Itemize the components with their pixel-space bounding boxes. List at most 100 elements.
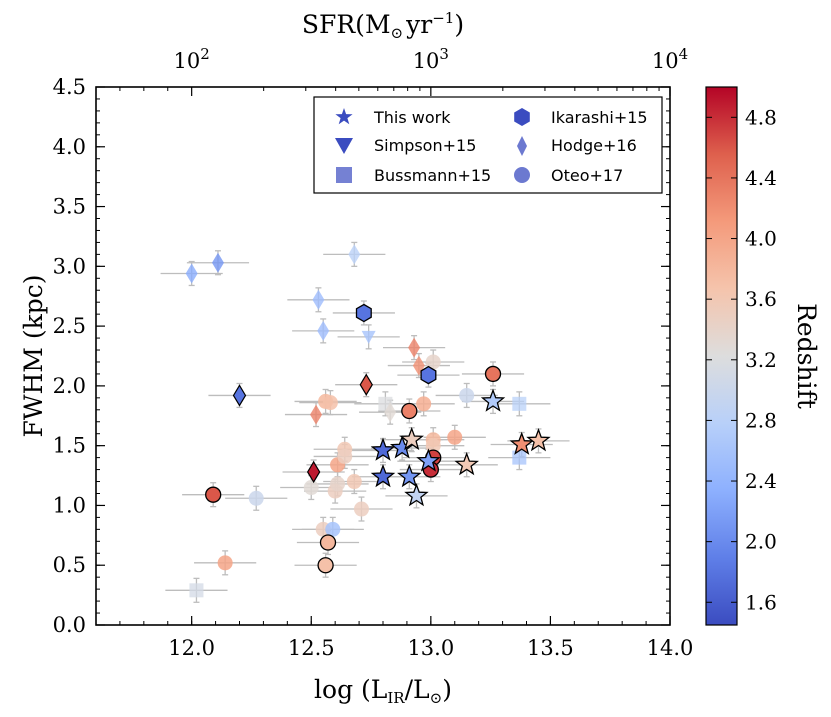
legend-marker-square — [336, 167, 352, 183]
legend: This work Simpson+15 Bussmann+15 Ikarash… — [313, 96, 663, 194]
marker-circle — [484, 365, 502, 383]
x-axis-title-sub2: ⊙ — [430, 689, 443, 707]
marker-circle — [325, 521, 341, 537]
x-tick-label: 13.5 — [527, 636, 574, 660]
top-axis-title-post: ) — [454, 10, 464, 39]
y-tick-label: 3.0 — [53, 254, 86, 278]
marker-circle — [205, 486, 222, 503]
marker-circle — [217, 555, 233, 571]
marker-star — [509, 431, 534, 455]
legend-label-hodge: Hodge+16 — [551, 136, 637, 155]
marker-square — [189, 583, 204, 598]
colorbar-tick-label: 4.8 — [745, 105, 777, 129]
top-axis-title: SFR(M⊙ yr−1) — [302, 9, 464, 42]
x-axis-title: log (LIR/L⊙) — [314, 675, 452, 707]
error-bars — [160, 241, 570, 603]
y-axis-title: FWHM (kpc) — [19, 274, 48, 437]
y-tick-label: 2.0 — [53, 374, 86, 398]
marker-star — [370, 463, 396, 488]
x-axis-title-pre: log (L — [314, 675, 387, 704]
colorbar-tick-label: 2.0 — [745, 530, 777, 554]
marker-diamond — [384, 402, 397, 423]
marker-diamond — [185, 263, 198, 284]
legend-marker-star — [335, 108, 353, 125]
marker-star — [480, 388, 506, 412]
colorbar-tick-label: 4.0 — [745, 227, 777, 251]
legend-marker-diamond — [517, 136, 527, 156]
marker-circle — [248, 490, 264, 506]
marker-diamond — [232, 384, 247, 407]
marker-star — [416, 448, 441, 472]
y-tick-label: 4.5 — [53, 75, 86, 99]
marker-circle — [319, 534, 337, 551]
marker-star — [397, 463, 422, 488]
y-tick-label: 1.0 — [53, 493, 86, 517]
marker-diamond — [317, 320, 330, 341]
top-axis: 102 103 104 — [95, 45, 688, 96]
colorbar: 1.6 2.0 2.4 2.8 3.2 3.6 4.0 4.4 4.8 Redshift — [705, 86, 821, 626]
marker-diamond — [312, 289, 325, 310]
marker-star — [526, 428, 551, 452]
marker-star — [454, 451, 479, 476]
top-tick-label: 102 — [174, 45, 210, 73]
marker-diamond — [211, 252, 224, 273]
colorbar-tick-label: 2.8 — [745, 408, 777, 432]
marker-diamond — [408, 337, 421, 358]
x-tick-label: 13.0 — [407, 636, 454, 660]
y-tick-label: 3.5 — [53, 195, 86, 219]
marker-circle — [353, 501, 369, 517]
top-tick-label: 104 — [652, 45, 688, 73]
y-axis: 0.0 0.5 1.0 1.5 2.0 2.5 3.0 3.5 4.0 4.5 — [53, 75, 670, 637]
marker-circle — [425, 354, 441, 370]
colorbar-tick-label: 2.4 — [745, 469, 777, 493]
marker-circle — [330, 476, 346, 492]
colorbar-tick-label: 3.6 — [745, 287, 777, 311]
x-tick-label: 14.0 — [647, 636, 694, 660]
marker-diamond — [348, 244, 361, 265]
legend-label-ikarashi: Ikarashi+15 — [551, 108, 648, 127]
top-axis-title-sub: ⊙ — [391, 24, 404, 42]
top-axis-title-sup: −1 — [432, 9, 454, 27]
marker-star — [404, 483, 429, 507]
marker-circle — [459, 387, 475, 403]
colorbar-tick-label: 1.6 — [745, 590, 777, 614]
marker-circle — [317, 557, 334, 574]
x-tick-label: 12.5 — [288, 636, 335, 660]
colorbar-label: Redshift — [792, 303, 821, 409]
marker-circle — [346, 474, 362, 490]
y-tick-label: 2.5 — [53, 314, 86, 338]
marker-circle — [337, 448, 353, 464]
data-markers — [185, 244, 551, 598]
colorbar-tick-label: 3.2 — [745, 348, 777, 372]
x-axis: 12.0 12.5 13.0 13.5 14.0 — [95, 616, 694, 660]
marker-square — [512, 450, 527, 465]
colorbar-tick-label: 4.4 — [745, 166, 777, 190]
legend-label-this-work: This work — [373, 108, 451, 127]
marker-circle — [303, 480, 319, 496]
marker-star — [399, 426, 424, 451]
y-tick-label: 0.0 — [53, 613, 86, 637]
marker-circle — [447, 429, 463, 445]
marker-triangle — [361, 330, 376, 344]
legend-label-oteo: Oteo+17 — [551, 166, 623, 185]
colorbar-gradient — [705, 86, 738, 626]
legend-marker-hexagon — [514, 108, 530, 126]
marker-diamond — [359, 373, 373, 396]
legend-box — [313, 96, 663, 194]
top-axis-title-pre: SFR(M — [302, 10, 391, 39]
y-tick-label: 1.5 — [53, 434, 86, 458]
x-axis-title-post: ) — [442, 675, 452, 704]
marker-circle — [416, 396, 432, 412]
y-tick-label: 0.5 — [53, 553, 86, 577]
marker-circle — [401, 402, 418, 420]
marker-diamond — [306, 460, 321, 484]
marker-star — [370, 437, 396, 461]
x-axis-title-sub: IR — [387, 689, 405, 707]
legend-label-bussmann: Bussmann+15 — [374, 166, 491, 185]
legend-marker-circle — [514, 167, 530, 183]
x-tick-label: 12.0 — [168, 636, 215, 660]
marker-square — [512, 396, 527, 411]
legend-label-simpson: Simpson+15 — [374, 136, 476, 155]
top-axis-title-mid: yr — [405, 10, 432, 39]
